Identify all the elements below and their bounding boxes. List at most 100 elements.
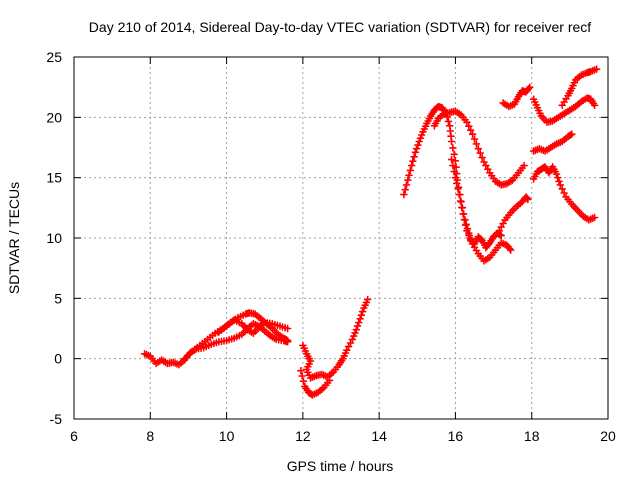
data-point: [450, 150, 458, 159]
data-point: [554, 173, 562, 182]
data-point: [454, 185, 462, 193]
data-point: [468, 130, 477, 138]
data-point: [452, 179, 461, 188]
chart-title: Day 210 of 2014, Sidereal Day-to-day VTE…: [89, 19, 591, 35]
data-point: [416, 134, 425, 142]
data-point: [444, 117, 453, 126]
data-point: [472, 140, 481, 148]
data-point: [299, 377, 308, 385]
data-point: [590, 213, 599, 222]
x-tick-label: 20: [600, 428, 616, 444]
y-tick-label: 25: [46, 49, 62, 65]
data-point: [466, 235, 475, 244]
data-point: [463, 227, 471, 235]
data-series: [140, 65, 601, 399]
data-point: [283, 324, 292, 333]
data-point: [351, 329, 359, 337]
data-point: [558, 185, 566, 193]
series-arc-d: [299, 295, 372, 382]
data-point: [458, 203, 466, 212]
data-point: [409, 157, 417, 165]
data-point: [358, 307, 367, 316]
data-point: [410, 153, 418, 161]
data-point: [520, 161, 528, 170]
series-arc-c: [215, 316, 292, 338]
data-point: [506, 246, 515, 254]
data-point: [456, 197, 465, 205]
data-point: [474, 144, 483, 153]
y-tick-label: 20: [46, 109, 62, 125]
data-point: [355, 318, 363, 327]
data-point: [526, 83, 534, 91]
data-point: [476, 149, 484, 157]
x-tick-label: 18: [524, 428, 540, 444]
data-point: [460, 215, 469, 224]
plot-frame: [73, 56, 609, 420]
series-arc-e: [297, 366, 334, 399]
y-tick-label: -5: [50, 411, 63, 427]
data-point: [461, 221, 470, 229]
data-point: [405, 171, 413, 180]
data-point: [465, 122, 473, 130]
data-point: [449, 144, 457, 152]
y-axis-label: SDTVAR / TECUs: [6, 182, 22, 294]
data-point: [524, 195, 532, 204]
series-arc-g: [430, 107, 528, 189]
x-axis-label: GPS time / hours: [287, 458, 394, 474]
series-arc-h: [447, 155, 515, 265]
data-point: [357, 311, 366, 319]
series-arc-k: [529, 94, 599, 126]
data-point: [555, 177, 563, 186]
data-point: [297, 366, 305, 375]
data-point: [414, 141, 422, 149]
series-arc-m: [529, 163, 599, 224]
data-point: [352, 325, 361, 334]
data-point: [463, 118, 471, 126]
data-point: [465, 231, 473, 239]
data-point: [568, 130, 576, 138]
data-point: [556, 181, 565, 189]
data-point: [298, 372, 306, 380]
data-point: [451, 157, 460, 165]
series-arc-j: [499, 83, 534, 111]
y-tick-label: 5: [54, 290, 62, 306]
data-point: [455, 190, 463, 199]
x-tick-label: 16: [448, 428, 464, 444]
x-tick-label: 8: [146, 428, 154, 444]
data-point: [407, 161, 416, 170]
data-point: [478, 153, 486, 162]
data-point: [402, 181, 411, 189]
data-point: [325, 376, 334, 385]
data-point: [451, 173, 460, 182]
series-arc-f: [400, 102, 505, 252]
data-point: [404, 176, 412, 184]
x-tick-label: 12: [295, 428, 311, 444]
x-tick-label: 14: [371, 428, 387, 444]
x-tick-labels: 6 8 10 12 14 16 18 20: [70, 428, 616, 444]
data-point: [411, 148, 420, 157]
y-tick-label: 15: [46, 170, 62, 186]
data-point: [447, 137, 456, 146]
y-tick-label: 0: [54, 351, 62, 367]
data-point: [356, 315, 364, 323]
data-point: [400, 190, 408, 199]
data-point: [283, 336, 292, 345]
data-point: [401, 185, 409, 194]
data-point: [470, 135, 479, 143]
data-point: [590, 101, 599, 110]
data-point: [459, 210, 467, 218]
y-tick-labels: -5 0 5 10 15 20 25: [46, 49, 62, 427]
series-arc-l: [529, 130, 576, 155]
x-tick-label: 6: [70, 428, 78, 444]
data-point: [363, 295, 372, 304]
data-point: [449, 161, 457, 170]
data-point: [406, 166, 415, 175]
data-point: [353, 322, 362, 330]
series-arc-i: [495, 193, 532, 235]
data-point: [592, 65, 601, 73]
data-point: [560, 189, 568, 197]
data-point: [412, 144, 421, 153]
data-point: [497, 231, 505, 240]
data-point: [447, 155, 456, 164]
